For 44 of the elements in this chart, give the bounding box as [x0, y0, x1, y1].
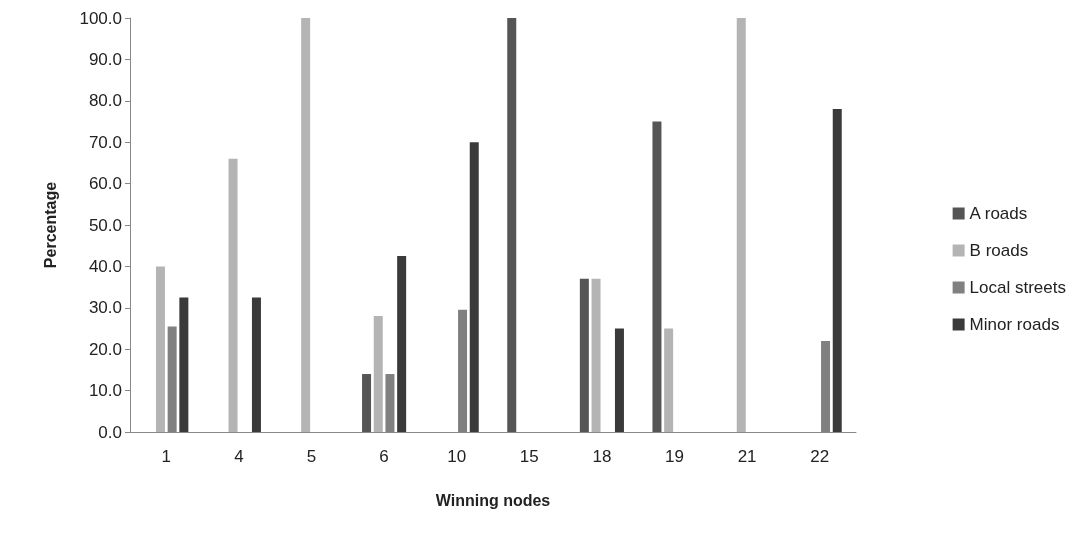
x-tick-label: 1 [161, 447, 172, 466]
bar [397, 256, 407, 432]
bar [469, 142, 479, 432]
y-tick-label: 50.0 [88, 215, 122, 235]
x-tick-label: 21 [737, 447, 757, 466]
x-tick-label: 19 [665, 447, 684, 466]
bar [373, 316, 383, 432]
bar [251, 297, 261, 432]
y-axis-title: Percentage [41, 181, 59, 269]
x-tick-label: 18 [592, 447, 612, 466]
bar [362, 374, 372, 432]
legend-label: A roads [969, 204, 1028, 223]
y-tick-label: 100.0 [79, 8, 122, 28]
y-tick-label: 0.0 [98, 422, 122, 442]
legend-label: B roads [969, 241, 1029, 260]
x-tick-label: 22 [810, 447, 830, 466]
x-tick-label: 6 [379, 447, 389, 466]
bar [652, 121, 662, 432]
x-axis-title: Winning nodes [435, 491, 551, 509]
x-tick-label: 10 [447, 447, 467, 466]
bar [832, 109, 842, 432]
bar [579, 278, 589, 432]
bar [664, 328, 674, 432]
legend-label: Minor roads [969, 315, 1060, 334]
bar [507, 18, 517, 432]
x-tick-label: 5 [306, 447, 317, 466]
x-tick-label: 4 [234, 447, 244, 466]
bar [228, 158, 238, 432]
bar [301, 18, 311, 432]
bar [591, 278, 601, 432]
bar [614, 328, 624, 432]
y-tick-label: 40.0 [88, 256, 122, 276]
y-tick-label: 80.0 [88, 91, 122, 111]
y-tick-label: 20.0 [88, 339, 122, 359]
legend-label: Local streets [969, 278, 1067, 297]
y-tick-label: 90.0 [88, 49, 122, 69]
y-tick-label: 60.0 [88, 174, 122, 194]
y-tick-label: 10.0 [88, 381, 122, 401]
y-tick-label: 70.0 [88, 132, 122, 152]
bar [155, 266, 165, 432]
bar [736, 18, 746, 432]
y-tick-label: 30.0 [88, 298, 122, 318]
bar [179, 297, 189, 432]
x-tick-label: 15 [519, 447, 539, 466]
